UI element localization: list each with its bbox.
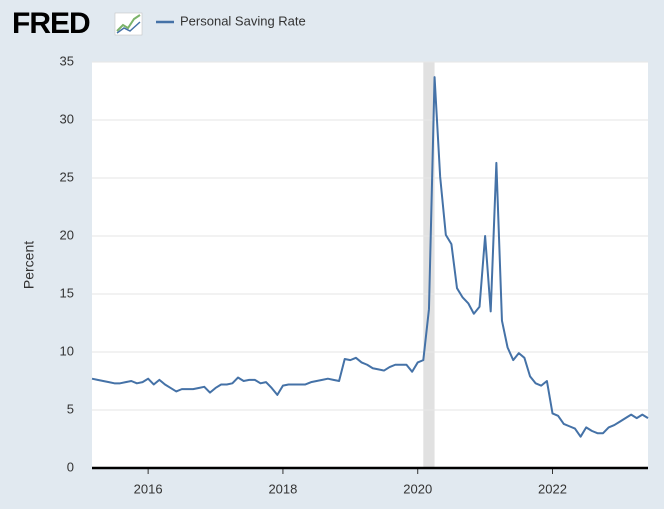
logo-icon	[114, 12, 143, 36]
y-tick-label: 25	[60, 169, 74, 184]
y-tick-label: 30	[60, 111, 74, 126]
y-axis-title: Percent	[21, 241, 37, 289]
y-tick-label: 0	[67, 459, 74, 474]
plot-area	[92, 62, 648, 468]
x-tick-label: 2022	[538, 481, 567, 496]
legend-label: Personal Saving Rate	[180, 13, 306, 28]
x-tick-label: 2016	[134, 481, 163, 496]
y-tick-label: 10	[60, 343, 74, 358]
x-tick-label: 2020	[403, 481, 432, 496]
y-tick-label: 5	[67, 401, 74, 416]
series-line	[91, 76, 649, 438]
x-tick-label: 2018	[268, 481, 297, 496]
recession-band	[423, 62, 435, 468]
logo: FRED	[12, 7, 90, 40]
y-tick-label: 35	[60, 53, 74, 68]
y-tick-label: 20	[60, 227, 74, 242]
y-tick-label: 15	[60, 285, 74, 300]
